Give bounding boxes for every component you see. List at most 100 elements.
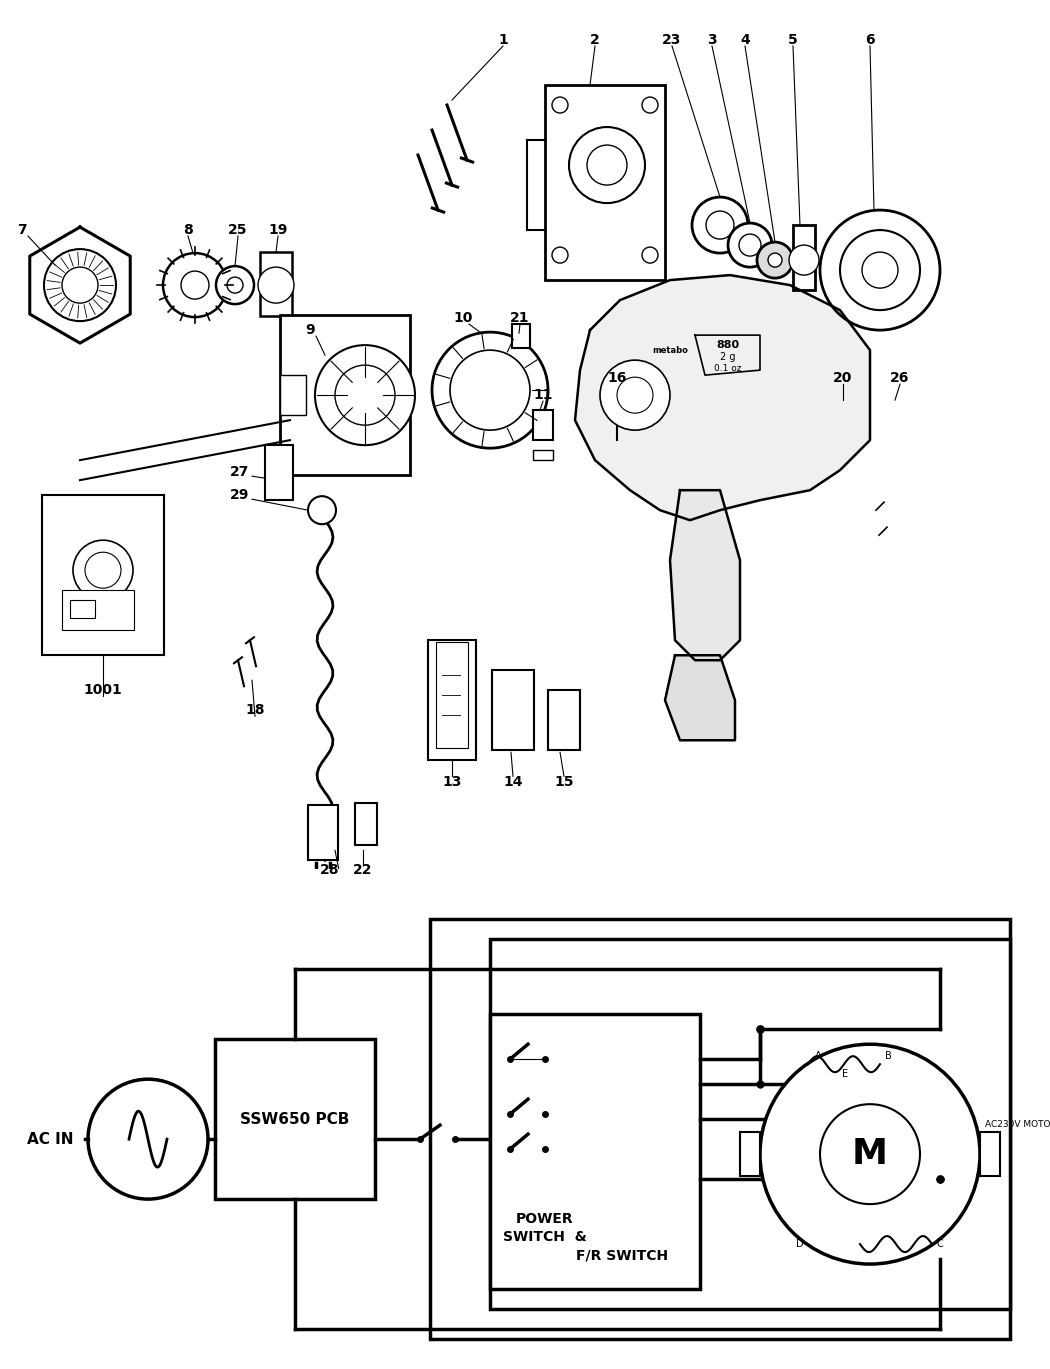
Text: 0.1 oz: 0.1 oz [714,364,741,372]
Text: AC230V MOTOR: AC230V MOTOR [985,1120,1050,1128]
Text: 18: 18 [246,704,265,717]
Circle shape [258,267,294,303]
Circle shape [642,97,658,114]
Circle shape [315,345,415,445]
Text: B: B [884,1051,891,1061]
Text: 1001: 1001 [84,683,123,697]
Text: 13: 13 [442,775,462,790]
Bar [280,375,306,415]
Text: 19: 19 [269,223,288,237]
Text: 2: 2 [590,33,600,47]
Circle shape [432,333,548,448]
Circle shape [88,1079,208,1199]
Polygon shape [695,335,760,375]
Circle shape [552,246,568,263]
Circle shape [692,197,748,253]
Text: 29: 29 [230,489,250,502]
Text: 3: 3 [708,33,717,47]
Circle shape [617,376,653,413]
Text: 8: 8 [183,223,193,237]
Bar [42,496,164,656]
Circle shape [739,234,761,256]
Circle shape [85,552,121,589]
Polygon shape [665,656,735,741]
Bar [430,920,1010,1339]
Text: 23: 23 [663,33,681,47]
Circle shape [862,252,898,287]
Circle shape [600,360,670,430]
Circle shape [450,350,530,430]
Bar [280,315,410,475]
Bar [533,411,553,441]
Text: 28: 28 [320,864,340,878]
Text: SSW650 PCB: SSW650 PCB [240,1112,350,1127]
Text: 21: 21 [510,311,530,324]
Circle shape [728,223,772,267]
Text: 11: 11 [533,389,552,402]
Bar [980,1132,1000,1176]
Text: 7: 7 [17,223,27,237]
Polygon shape [575,275,870,520]
Text: E: E [842,1069,848,1079]
Circle shape [44,249,116,322]
Circle shape [706,211,734,240]
Text: 880: 880 [716,340,739,350]
Bar [533,450,553,460]
Text: 27: 27 [230,465,250,479]
Text: C: C [937,1239,943,1249]
Bar [490,939,1010,1309]
Circle shape [216,266,254,304]
Bar [260,252,292,316]
Circle shape [62,267,98,303]
Circle shape [587,145,627,185]
Bar [308,805,338,860]
Circle shape [757,242,793,278]
Text: 25: 25 [228,223,248,237]
Text: 9: 9 [306,323,315,337]
Text: 14: 14 [503,775,523,790]
Circle shape [335,366,395,426]
Text: 26: 26 [890,371,909,385]
Circle shape [163,253,227,318]
Bar [545,85,665,281]
Bar [355,804,377,845]
Circle shape [768,253,782,267]
Text: 6: 6 [865,33,875,47]
Bar [793,225,815,290]
Bar [512,324,530,348]
Polygon shape [670,490,740,660]
Bar [70,600,94,619]
Text: F/R SWITCH: F/R SWITCH [576,1249,668,1262]
Circle shape [760,1045,980,1264]
Circle shape [569,127,645,203]
Circle shape [74,541,133,600]
Text: 15: 15 [554,775,573,790]
Text: SWITCH  &: SWITCH & [503,1231,587,1244]
Text: 20: 20 [834,371,853,385]
Bar [62,590,134,630]
Circle shape [820,1105,920,1205]
Bar [490,1014,700,1290]
Text: 5: 5 [789,33,798,47]
Text: 1: 1 [498,33,508,47]
Text: 22: 22 [353,864,373,878]
Text: POWER: POWER [517,1212,573,1227]
Text: AC IN: AC IN [26,1132,74,1147]
Bar [548,690,580,750]
Bar [265,445,293,500]
Text: 2 g: 2 g [720,352,736,363]
Circle shape [789,245,819,275]
Text: 4: 4 [740,33,750,47]
Circle shape [227,277,243,293]
Bar [492,671,534,750]
Circle shape [820,209,940,330]
Text: A: A [815,1051,821,1061]
Bar [740,1132,760,1176]
Bar [436,642,468,749]
Circle shape [308,496,336,524]
Bar [428,641,476,760]
Circle shape [552,97,568,114]
Text: metabo: metabo [652,345,688,355]
Text: 16: 16 [607,371,627,385]
Circle shape [181,271,209,298]
